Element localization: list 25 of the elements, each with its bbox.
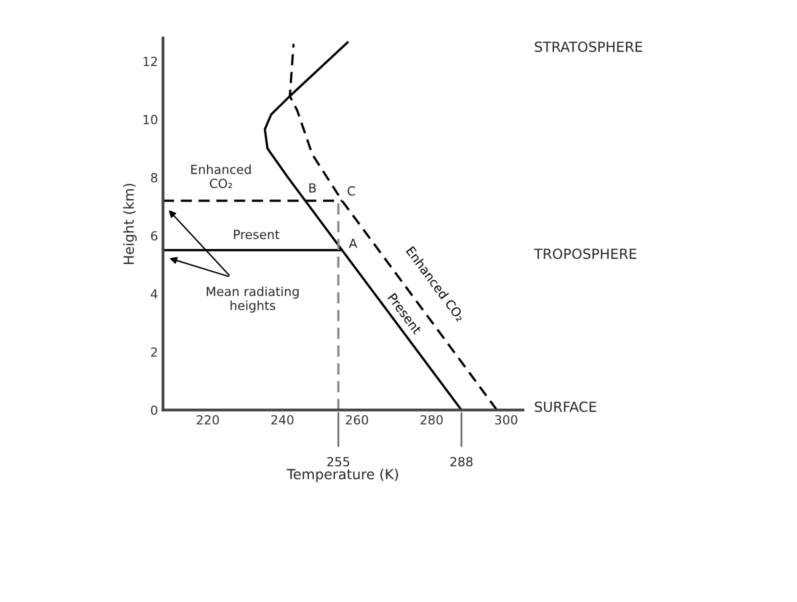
annotation: Present [234,230,280,240]
annotation: Mean radiating heights [206,286,299,313]
y-tick-label: 12 [144,56,157,66]
annotation: Enhanced CO₂ [191,164,251,188]
text: STRATOSPHERE [534,42,642,52]
x-axis-title: Temperature (K) [286,468,398,482]
annotation: B [309,183,316,192]
annotation: C [348,186,355,196]
annotation: 288 [450,456,473,466]
y-tick-label: 0 [151,405,158,415]
x-tick-label: 300 [495,415,518,425]
x-tick-label: 260 [346,415,368,425]
x-tick-label: 220 [196,415,219,425]
y-tick-label: 8 [151,172,158,182]
y-tick-label: 10 [144,114,158,124]
text: SURFACE [534,402,596,412]
x-tick-label: 280 [420,415,443,425]
y-tick-label: 2 [151,347,157,357]
x-tick-label: 240 [271,415,294,425]
text: TROPOSPHERE [534,248,636,260]
y-tick-label: 4 [150,289,158,298]
annotation: A [348,238,358,248]
annotation: 255 [327,456,350,466]
y-axis-title: Height (km) [123,184,137,264]
y-tick-label: 6 [151,231,158,241]
